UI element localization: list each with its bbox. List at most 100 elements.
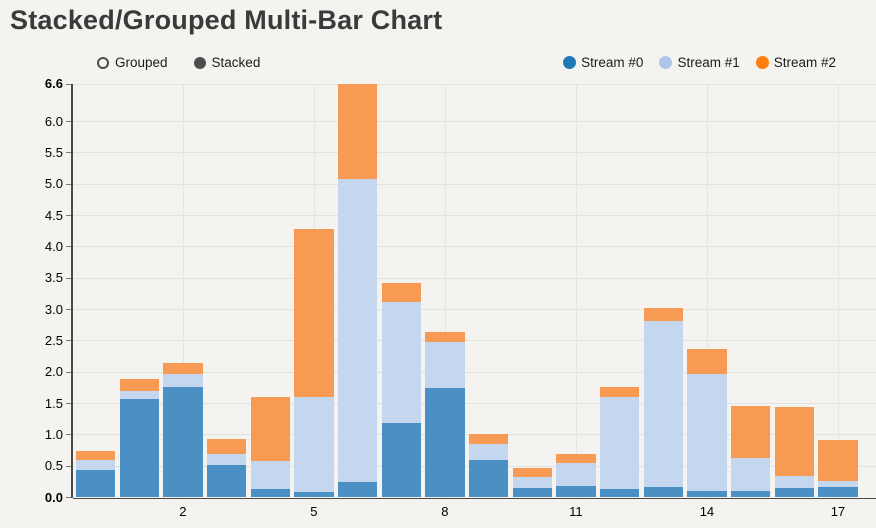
bar-segment[interactable] bbox=[599, 397, 640, 489]
bar-segment[interactable] bbox=[512, 477, 552, 489]
bar-segment[interactable] bbox=[381, 283, 421, 302]
bar-segment[interactable] bbox=[76, 450, 116, 460]
bar-segment[interactable] bbox=[294, 492, 334, 498]
bar-segment[interactable] bbox=[687, 374, 727, 491]
x-tick-label: 11 bbox=[569, 503, 583, 519]
bar-segment[interactable] bbox=[206, 439, 247, 454]
bar-segment[interactable] bbox=[818, 440, 858, 481]
gridline-horizontal bbox=[73, 183, 876, 185]
bar-segment[interactable] bbox=[119, 390, 159, 400]
bar-segment[interactable] bbox=[76, 459, 116, 470]
legend-item[interactable]: Stream #1 bbox=[659, 55, 740, 70]
y-tick-mark bbox=[66, 121, 71, 123]
bar-segment[interactable] bbox=[512, 488, 552, 498]
bar-segment[interactable] bbox=[206, 453, 247, 465]
gridline-vertical bbox=[575, 84, 577, 498]
bar-segment[interactable] bbox=[163, 387, 203, 498]
bar-segment[interactable] bbox=[599, 387, 640, 398]
bar-segment[interactable] bbox=[337, 481, 378, 498]
legend-item-label: Stream #0 bbox=[581, 55, 644, 70]
bar-segment[interactable] bbox=[730, 458, 771, 492]
x-tick-label: 8 bbox=[441, 503, 449, 519]
radio-unselected-icon[interactable] bbox=[97, 56, 109, 69]
y-tick-label: 1.5 bbox=[44, 395, 63, 411]
gridline-vertical bbox=[837, 84, 839, 498]
bar-segment[interactable] bbox=[599, 488, 640, 498]
y-tick-label: 4.5 bbox=[44, 207, 63, 223]
y-tick-label: 5.0 bbox=[44, 176, 63, 192]
y-tick-mark bbox=[66, 403, 71, 405]
gridline-vertical bbox=[444, 84, 446, 498]
bar-segment[interactable] bbox=[556, 486, 596, 498]
y-tick-label: 6.6 bbox=[44, 76, 63, 91]
bar-segment[interactable] bbox=[818, 486, 858, 498]
bar-segment[interactable] bbox=[687, 349, 727, 375]
bar-segment[interactable] bbox=[468, 459, 509, 498]
x-tick-label: 2 bbox=[179, 503, 187, 519]
x-tick-label: 5 bbox=[310, 503, 318, 519]
bar-segment[interactable] bbox=[381, 422, 421, 498]
gridline-horizontal bbox=[73, 215, 876, 217]
legend-dot-icon bbox=[755, 56, 769, 69]
radio-stacked[interactable]: Stacked bbox=[193, 55, 260, 70]
bar-segment[interactable] bbox=[119, 399, 159, 498]
x-tick-label: 14 bbox=[699, 503, 715, 519]
bar-segment[interactable] bbox=[468, 433, 509, 445]
bar-segment[interactable] bbox=[425, 342, 465, 388]
legend-item-label: Stream #1 bbox=[677, 55, 740, 70]
y-tick-label: 0.5 bbox=[44, 458, 63, 474]
y-tick-mark bbox=[66, 277, 71, 279]
gridline-horizontal bbox=[73, 121, 876, 123]
bar-segment[interactable] bbox=[294, 397, 334, 493]
bar-segment[interactable] bbox=[119, 379, 159, 391]
bar-segment[interactable] bbox=[76, 469, 116, 498]
bar-segment[interactable] bbox=[774, 475, 814, 489]
bar-segment[interactable] bbox=[337, 84, 378, 179]
bar-segment[interactable] bbox=[730, 491, 771, 498]
gridline-horizontal bbox=[73, 277, 876, 279]
radio-grouped-label: Grouped bbox=[115, 55, 168, 70]
y-tick-label: 2.0 bbox=[44, 364, 63, 380]
y-tick-label: 4.0 bbox=[44, 238, 63, 254]
bar-segment[interactable] bbox=[643, 487, 683, 498]
bar-segment[interactable] bbox=[818, 480, 858, 487]
y-tick-label: 3.5 bbox=[44, 270, 63, 286]
gridline-horizontal bbox=[73, 152, 876, 154]
gridline-horizontal bbox=[73, 83, 876, 85]
bar-segment[interactable] bbox=[163, 363, 203, 375]
legend-item[interactable]: Stream #2 bbox=[755, 55, 836, 70]
radio-grouped[interactable]: Grouped bbox=[97, 55, 168, 70]
bar-segment[interactable] bbox=[643, 308, 683, 322]
y-tick-label: 5.5 bbox=[44, 144, 63, 160]
bar-segment[interactable] bbox=[687, 490, 727, 498]
bar-segment[interactable] bbox=[643, 321, 683, 488]
bar-segment[interactable] bbox=[730, 406, 771, 459]
bar-segment[interactable] bbox=[468, 444, 509, 460]
gridline-horizontal bbox=[73, 309, 876, 311]
bar-segment[interactable] bbox=[206, 464, 247, 498]
bar-segment[interactable] bbox=[381, 302, 421, 423]
legend-dot-icon bbox=[659, 56, 673, 69]
radio-selected-icon[interactable] bbox=[193, 56, 206, 69]
legend-item-label: Stream #2 bbox=[773, 55, 836, 70]
bar-segment[interactable] bbox=[163, 374, 203, 388]
bar-segment[interactable] bbox=[250, 461, 290, 490]
bar-segment[interactable] bbox=[337, 178, 378, 482]
bar-segment[interactable] bbox=[774, 488, 814, 498]
x-axis-line bbox=[73, 497, 876, 499]
bar-segment[interactable] bbox=[294, 229, 334, 398]
x-tick-label: 17 bbox=[830, 503, 846, 519]
bar-segment[interactable] bbox=[556, 454, 596, 464]
bar-segment[interactable] bbox=[250, 396, 290, 462]
y-tick-label: 0.0 bbox=[44, 489, 63, 505]
bar-segment[interactable] bbox=[774, 407, 814, 476]
bar-segment[interactable] bbox=[556, 463, 596, 487]
bar-segment[interactable] bbox=[425, 387, 465, 498]
y-tick-mark bbox=[66, 465, 71, 467]
bar-segment[interactable] bbox=[250, 489, 290, 498]
legend-item[interactable]: Stream #0 bbox=[563, 55, 643, 70]
bar-segment[interactable] bbox=[512, 468, 552, 478]
bar-segment[interactable] bbox=[425, 332, 465, 343]
gridline-horizontal bbox=[73, 403, 876, 405]
